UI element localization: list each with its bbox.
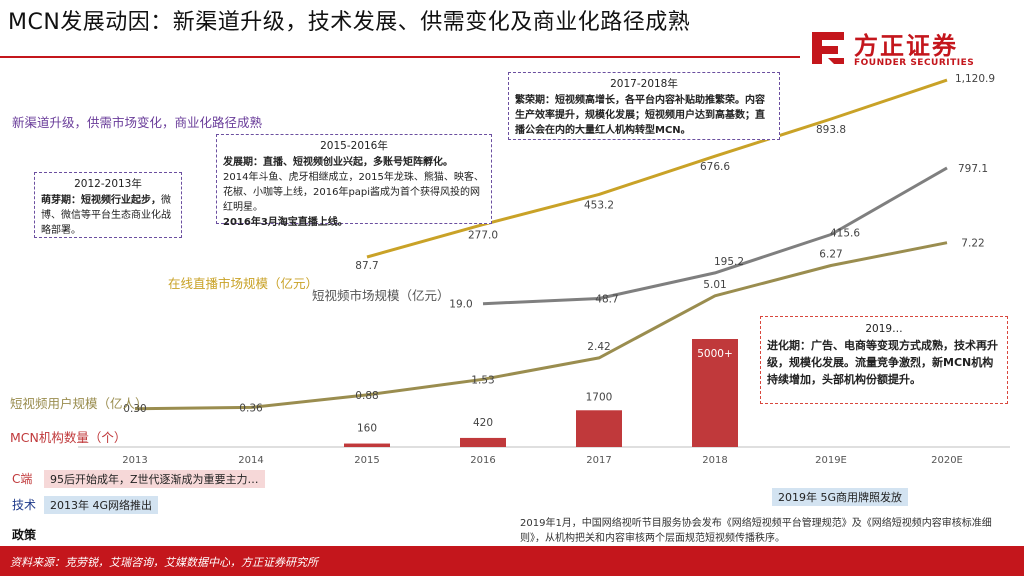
logo-cn-text: 方正证券 — [854, 32, 958, 60]
tech-tag-2013: 2013年 4G网络推出 — [44, 496, 159, 514]
c-end-tag: 95后开始成年，Z世代逐渐成为重要主力… — [44, 470, 265, 488]
mcn-bar — [460, 437, 506, 447]
mcn-bar — [576, 410, 622, 447]
logo-en-text: FOUNDER SECURITIES — [854, 58, 975, 68]
x-tick-label: 2020E — [931, 455, 963, 466]
stage-box-2017: 2017-2018年 繁荣期：短视频高增长，各平台内容补贴助推繁荣。内容生产效率… — [508, 72, 780, 140]
stage-title: 2017-2018年 — [610, 78, 678, 90]
stage-title: 2012-2013年 — [74, 178, 142, 190]
mcn-bar — [692, 339, 738, 447]
stage-text: 2014年斗鱼、虎牙相继成立，2015年龙珠、熊猫、映客、花椒、小咖等上线，20… — [223, 171, 484, 213]
stage-note: 2016年3月淘宝直播上线。 — [223, 216, 348, 228]
c-end-label: C端 — [12, 472, 33, 486]
mcn-bar — [344, 443, 390, 447]
x-tick-label: 2016 — [470, 455, 495, 466]
x-tick-label: 2019E — [815, 455, 847, 466]
policy-note: 2019年1月，中国网络视听节目服务协会发布《网络短视频平台管理规范》及《网络短… — [520, 518, 992, 544]
point-data-label: 1.53 — [471, 374, 494, 386]
bar-data-label: 420 — [473, 417, 493, 429]
series-name-label: MCN机构数量（个） — [10, 430, 126, 445]
stage-box-2015: 2015-2016年 发展期：直播、短视频创业兴起，多账号矩阵孵化。 2014年… — [216, 134, 492, 228]
series-line — [134, 241, 948, 411]
point-data-label: 5.01 — [703, 279, 726, 291]
point-data-label: 1,120.9 — [955, 73, 995, 85]
x-tick-label: 2015 — [354, 455, 379, 466]
stage-title: 2015-2016年 — [320, 140, 388, 152]
x-tick-label: 2013 — [122, 455, 147, 466]
point-data-label: 0.30 — [123, 403, 146, 415]
x-tick-label: 2018 — [702, 455, 727, 466]
bar-data-label: 1700 — [586, 391, 613, 403]
stage-box-2019: 2019… 进化期：广告、电商等变现方式成熟，技术再升级，规模化发展。流量竞争激… — [760, 316, 1008, 404]
point-data-label: 415.6 — [830, 227, 860, 239]
point-data-label: 19.0 — [449, 299, 472, 311]
point-data-label: 893.8 — [816, 124, 846, 136]
series-line — [482, 166, 948, 306]
point-data-label: 195.2 — [714, 256, 744, 268]
title-rule — [0, 56, 800, 58]
x-tick-label: 2017 — [586, 455, 611, 466]
series-line — [366, 78, 948, 259]
stage-heading: 进化期：广告、电商等变现方式成熟，技术再升级，规模化发展。流量竞争激烈，新MCN… — [767, 339, 998, 387]
series-name-label: 在线直播市场规模（亿元） — [168, 276, 318, 291]
point-data-label: 277.0 — [468, 230, 498, 242]
point-data-label: 87.7 — [355, 260, 378, 272]
stage-text: 微博、微信等平台生态商业化战略部署。 — [41, 194, 171, 236]
stage-heading: 繁荣期：短视频高增长，各平台内容补贴助推繁荣。内容生产效率提升，规模化发展；短视… — [515, 94, 765, 136]
source-note: 资料来源：克劳锐，艾瑞咨询，艾媒数据中心，方正证券研究所 — [10, 556, 318, 569]
section-subtitle: 新渠道升级，供需市场变化，商业化路径成熟 — [12, 115, 263, 130]
point-data-label: 6.27 — [819, 249, 842, 261]
policy-label: 政策 — [12, 528, 37, 542]
series-name-label: 短视频市场规模（亿元） — [312, 288, 450, 303]
stage-heading: 发展期：直播、短视频创业兴起，多账号矩阵孵化。 — [223, 156, 453, 168]
page-title: MCN发展动因：新渠道升级，技术发展、供需变化及商业化路径成熟 — [8, 10, 691, 35]
point-data-label: 797.1 — [958, 163, 988, 175]
stage-title: 2019… — [865, 323, 903, 335]
series-name-label: 短视频用户规模（亿人） — [10, 396, 148, 411]
tech-label: 技术 — [12, 498, 37, 512]
point-data-label: 48.7 — [595, 294, 618, 306]
tech-tag-2019: 2019年 5G商用牌照发放 — [772, 488, 909, 506]
stage-box-2012: 2012-2013年 萌芽期：短视频行业起步，微博、微信等平台生态商业化战略部署… — [34, 172, 182, 238]
point-data-label: 0.36 — [239, 402, 263, 414]
point-data-label: 7.22 — [961, 238, 984, 250]
point-data-label: 0.88 — [355, 390, 378, 402]
point-data-label: 2.42 — [587, 341, 610, 353]
bar-data-label: 5000+ — [697, 348, 733, 360]
stage-heading: 萌芽期：短视频行业起步， — [41, 194, 161, 206]
x-tick-label: 2014 — [238, 455, 263, 466]
founder-logo-icon — [812, 32, 844, 64]
point-data-label: 453.2 — [584, 199, 614, 211]
footer-bar: 资料来源：克劳锐，艾瑞咨询，艾媒数据中心，方正证券研究所 — [0, 546, 1024, 576]
logo: 方正证券 FOUNDER SECURITIES — [808, 28, 1008, 72]
point-data-label: 676.6 — [700, 161, 730, 173]
bar-data-label: 160 — [357, 423, 377, 435]
